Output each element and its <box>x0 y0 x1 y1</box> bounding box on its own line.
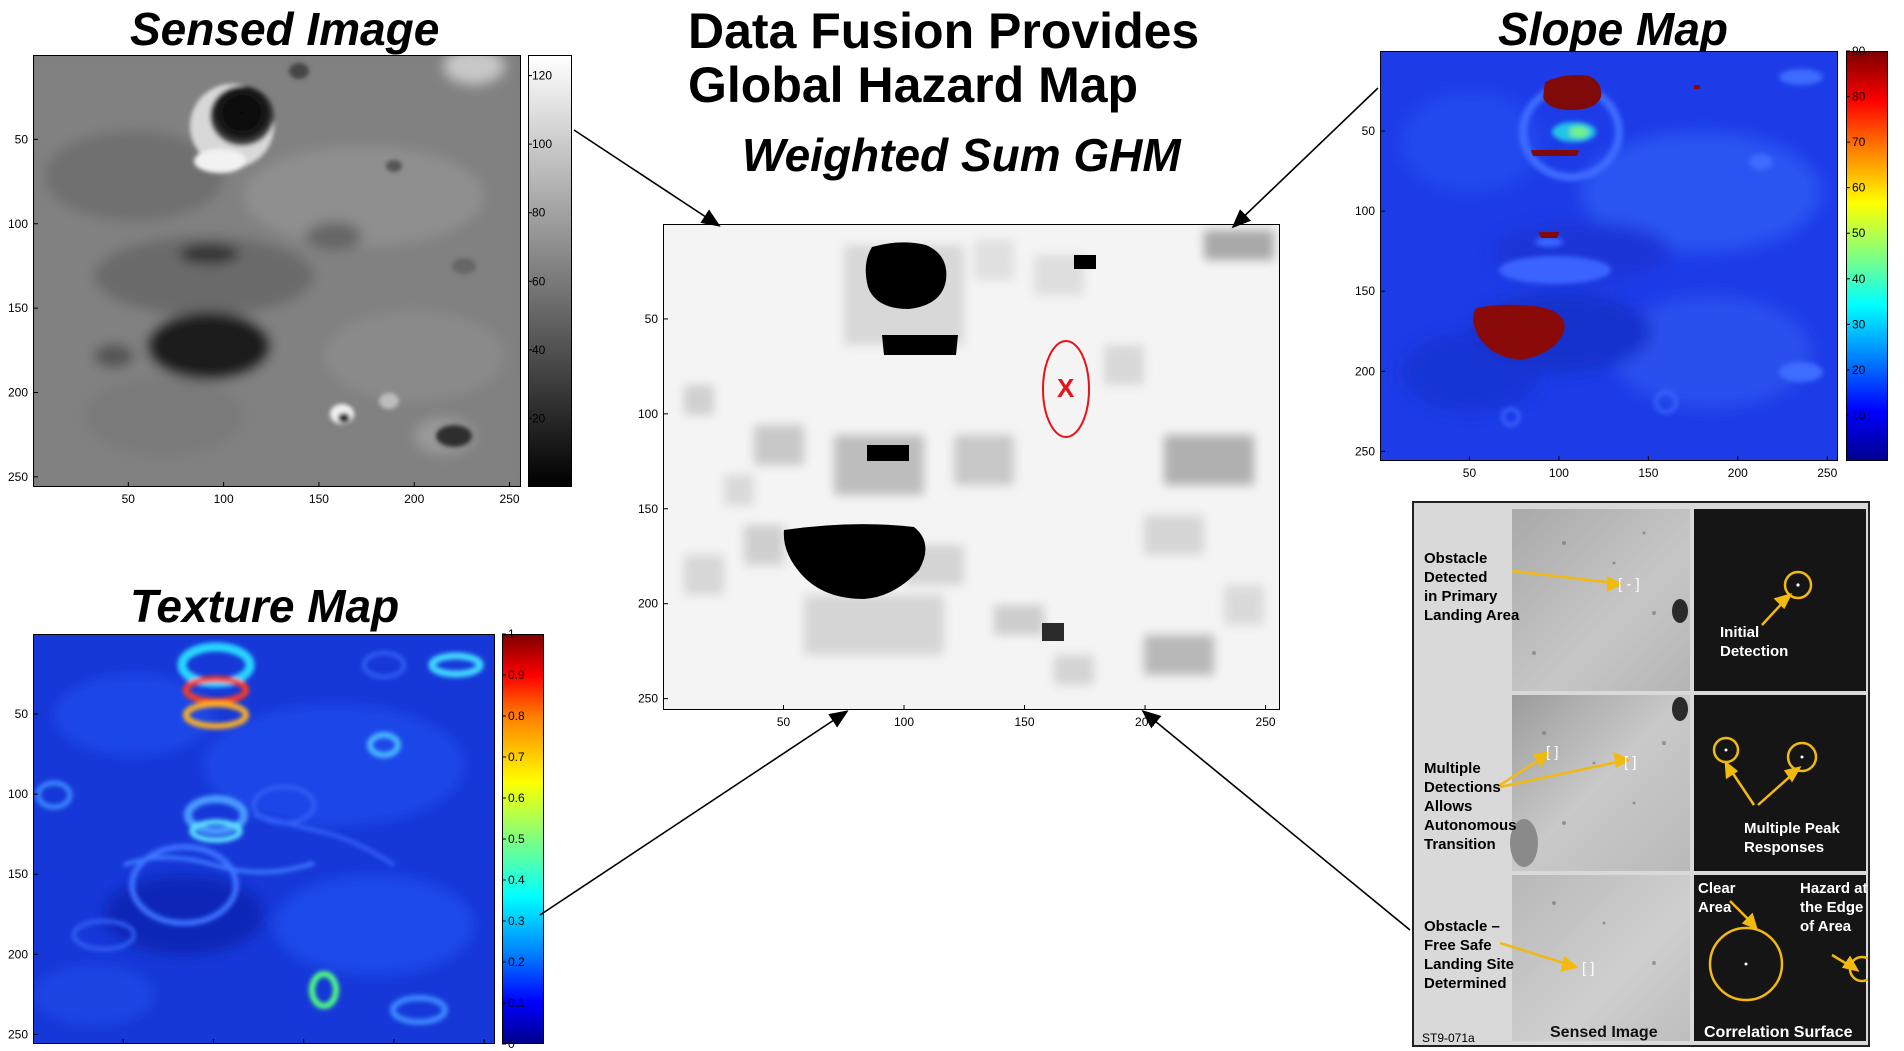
texture-map-y-tick: 250 <box>8 1027 28 1041</box>
ghm-x-tick: 200 <box>1135 715 1155 729</box>
arrow-slope-to-ghm <box>1231 87 1379 229</box>
inset-row3-left-label: Obstacle – Free Safe Landing Site Determ… <box>1424 918 1514 993</box>
ghm-y-tick: 250 <box>638 692 658 706</box>
inset-row2-right-label: Multiple Peak Responses <box>1744 820 1840 857</box>
ghm-x-tick: 150 <box>1015 715 1035 729</box>
main-title-line-1: Data Fusion Provides <box>688 3 1200 59</box>
slope-map-y-tick: 100 <box>1355 204 1375 218</box>
inset-row2-bracket-2: [ ] <box>1624 754 1637 771</box>
slope-map-title: Slope Map <box>1498 3 1729 55</box>
inset-row1-bracket: [ - ] <box>1618 576 1640 593</box>
ghm-y-tick: 50 <box>645 312 659 326</box>
sensed-image-plot <box>33 55 521 487</box>
main-title-line-2: Global Hazard Map <box>688 57 1139 113</box>
texture-map-plot <box>33 634 495 1044</box>
ghm-plot: X <box>663 224 1280 710</box>
texture-map-y-tick: 200 <box>8 947 28 961</box>
texture-map-title: Texture Map <box>130 580 400 632</box>
slope-map-x-tick: 200 <box>1728 466 1748 480</box>
sensed-image-y-tick: 150 <box>8 301 28 315</box>
slope-map-x-tick: 150 <box>1638 466 1658 480</box>
slope-map-plot <box>1380 51 1838 461</box>
slope-map-y-tick: 200 <box>1355 364 1375 378</box>
sensed-image-x-tick: 50 <box>122 492 136 506</box>
inset-row3-sensed <box>1512 875 1690 1041</box>
landing-site-ellipse <box>1042 340 1090 438</box>
slope-map-y-tick: 50 <box>1362 124 1376 138</box>
slope-map-colorbar <box>1846 51 1888 461</box>
sensed-image-x-tick: 250 <box>500 492 520 506</box>
main-title: Data Fusion Provides Global Hazard Map <box>688 4 1199 112</box>
inset-figure-id: ST9-071a <box>1422 1031 1475 1045</box>
inset-caption-correlation: Correlation Surface <box>1704 1024 1853 1041</box>
inset-row3-clear-label: Clear Area <box>1698 880 1736 917</box>
texture-map-colorbar <box>502 634 544 1044</box>
arrow-inset-to-ghm <box>1141 709 1411 931</box>
landing-site-marker: X <box>1057 373 1075 403</box>
inset-row2-correlation <box>1694 695 1866 871</box>
sensed-image-y-tick: 200 <box>8 386 28 400</box>
inset-caption-sensed: Sensed Image <box>1550 1024 1658 1041</box>
ghm-x-tick: 100 <box>894 715 914 729</box>
sensed-image-x-tick: 100 <box>214 492 234 506</box>
inset-row2-sensed <box>1512 695 1690 871</box>
sensed-image-x-tick: 200 <box>404 492 424 506</box>
ghm-x-tick: 250 <box>1256 715 1276 729</box>
arrow-texture-to-ghm <box>539 710 849 916</box>
inset-row1-left-label: Obstacle Detected in Primary Landing Are… <box>1424 550 1520 625</box>
ghm-subtitle: Weighted Sum GHM <box>742 129 1181 181</box>
ghm-y-tick: 150 <box>638 502 658 516</box>
arrow-sensed-to-ghm <box>573 129 721 227</box>
inset-row2-left-label: Multiple Detections Allows Autonomous Tr… <box>1424 760 1517 854</box>
inset-row1-sensed <box>1512 509 1690 691</box>
sensed-image-y-tick: 50 <box>15 132 29 146</box>
sensed-image-title: Sensed Image <box>130 3 440 55</box>
ghm-y-tick: 200 <box>638 597 658 611</box>
slope-map-x-tick: 100 <box>1549 466 1569 480</box>
inset-row3-bracket: [ ] <box>1582 960 1595 977</box>
ghm-x-tick: 50 <box>777 715 791 729</box>
slope-map-x-tick: 50 <box>1463 466 1477 480</box>
inset-row2-bracket-1: [ ] <box>1546 744 1559 761</box>
ghm-y-tick: 100 <box>638 407 658 421</box>
texture-map-y-tick: 50 <box>15 707 29 721</box>
sensed-image-y-tick: 100 <box>8 217 28 231</box>
sensed-image-colorbar <box>528 55 572 487</box>
texture-map-y-tick: 150 <box>8 867 28 881</box>
texture-map-y-tick: 100 <box>8 787 28 801</box>
slope-map-y-tick: 250 <box>1355 444 1375 458</box>
slope-map-x-tick: 250 <box>1817 466 1837 480</box>
inset-row1-right-label: Initial Detection <box>1720 624 1789 661</box>
sensed-image-x-tick: 150 <box>309 492 329 506</box>
sensed-image-y-tick: 250 <box>8 470 28 484</box>
inset-figure: Obstacle Detected in Primary Landing Are… <box>1412 501 1870 1047</box>
inset-row3-hazard-label: Hazard at the Edge of Area <box>1800 880 1868 936</box>
slope-map-y-tick: 150 <box>1355 284 1375 298</box>
